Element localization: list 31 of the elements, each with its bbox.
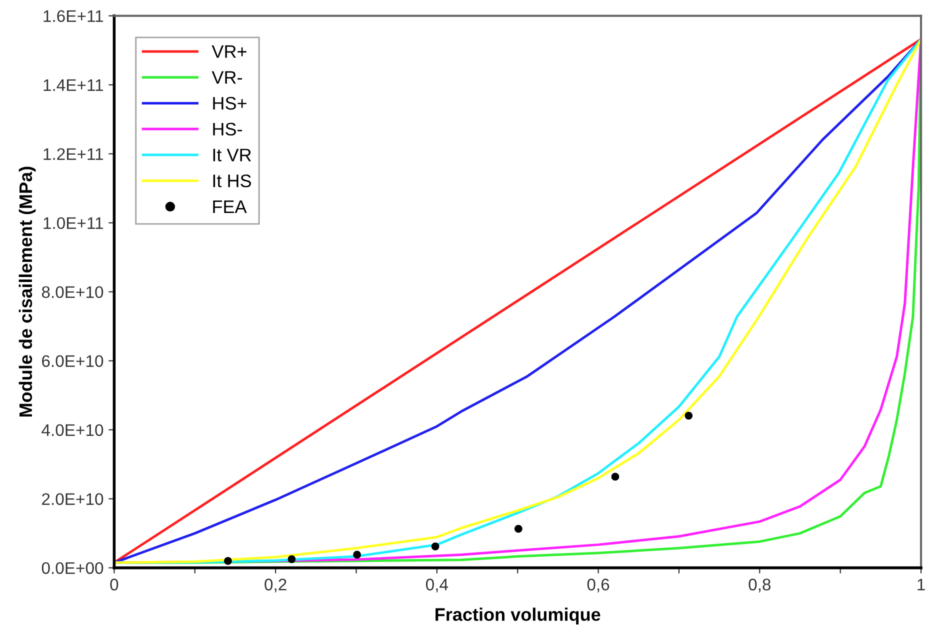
x-tick-label: 0,2 bbox=[264, 578, 286, 592]
legend-label: FEA bbox=[213, 200, 247, 213]
y-tick-label: 8.0E+10 bbox=[42, 286, 104, 298]
legend-label: It HS bbox=[213, 174, 251, 188]
x-tick-label: 0 bbox=[110, 578, 118, 590]
x-tick-label: 0,6 bbox=[587, 578, 610, 592]
y-tick-label: 1.0E+11 bbox=[44, 217, 103, 230]
point bbox=[431, 542, 440, 550]
point bbox=[224, 556, 232, 565]
x-tick-label: 1 bbox=[918, 578, 925, 590]
y-tick-label: 0.0E+00 bbox=[42, 562, 104, 574]
legend-label: HS- bbox=[213, 122, 242, 136]
point bbox=[353, 550, 361, 559]
x-tick-label: 0,8 bbox=[748, 578, 771, 592]
point bbox=[514, 524, 522, 533]
y-tick-label: 2.0E+10 bbox=[42, 493, 104, 506]
y-tick-label: 1.4E+11 bbox=[44, 79, 103, 91]
legend-label: HS+ bbox=[213, 96, 246, 110]
point bbox=[288, 555, 296, 564]
y-tick-label: 1.2E+11 bbox=[44, 148, 103, 160]
y-tick-label: 1.6E+11 bbox=[44, 10, 103, 22]
legend-label: VR- bbox=[212, 71, 242, 84]
y-tick-label: 4.0E+10 bbox=[42, 424, 104, 436]
legend-label: VR+ bbox=[212, 45, 246, 58]
x-tick-label: 0,4 bbox=[426, 578, 448, 592]
legend-label: It VR bbox=[213, 148, 251, 162]
point bbox=[611, 472, 620, 481]
y-axis-title: Module de cisaillement (MPa) bbox=[18, 166, 36, 417]
point bbox=[684, 412, 693, 420]
x-axis-title: Fraction volumique bbox=[436, 608, 600, 624]
y-tick-label: 6.0E+10 bbox=[42, 355, 104, 368]
